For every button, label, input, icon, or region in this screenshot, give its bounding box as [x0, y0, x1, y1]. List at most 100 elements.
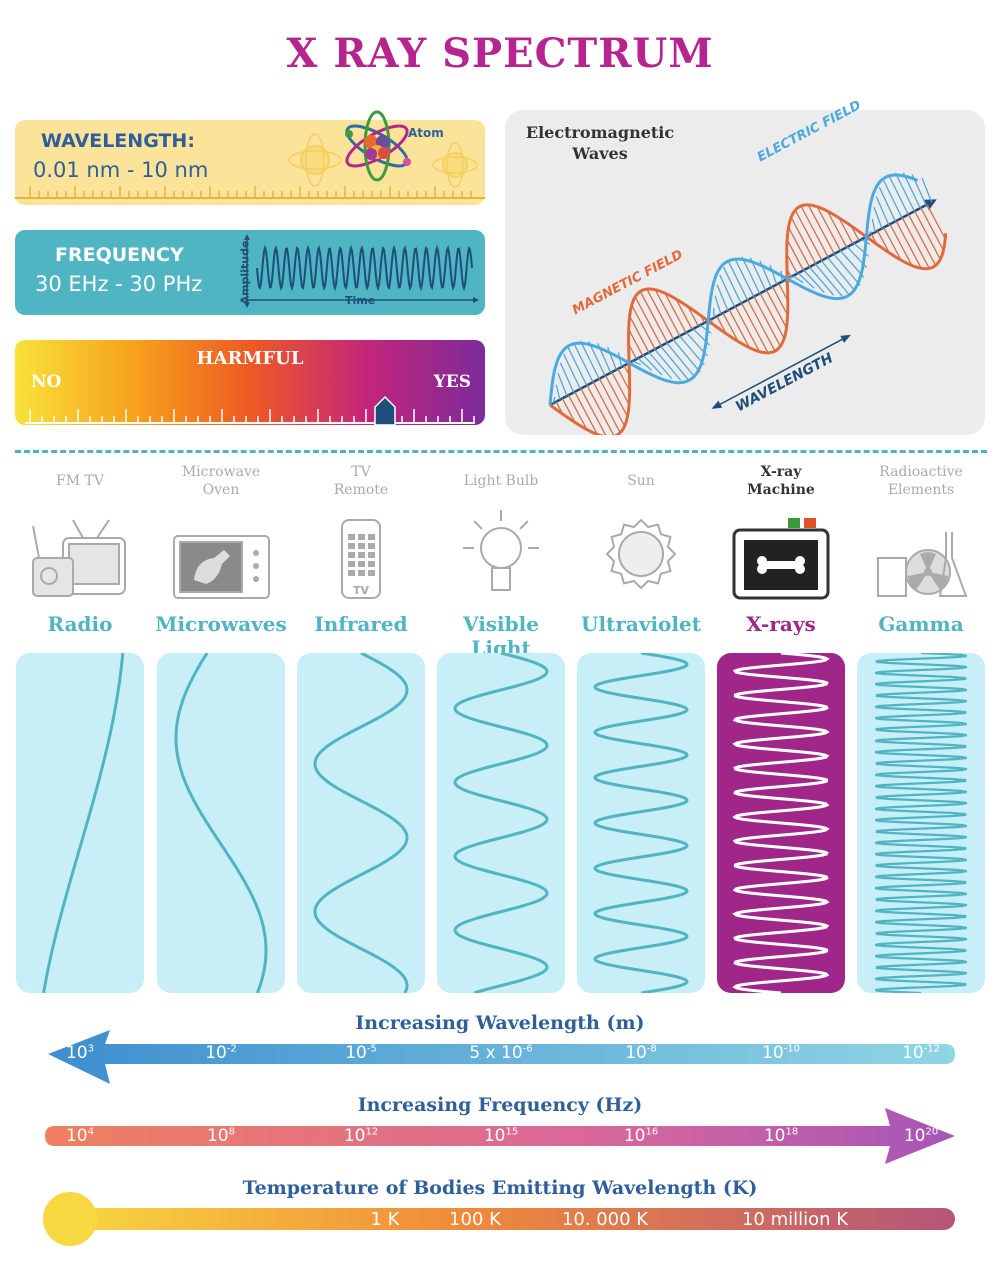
source-label-line2: Remote	[333, 482, 389, 498]
wavelength-tick-base: 10	[902, 1043, 924, 1063]
source-label-1: Microwave Oven	[156, 463, 286, 499]
source-label-line2: Elements	[887, 482, 955, 498]
band-wave-0	[42, 653, 125, 993]
wavelength-tick-exponent: -10	[783, 1043, 800, 1055]
band-wave-box-4	[577, 653, 705, 993]
harmful-no-label: NO	[31, 372, 62, 392]
frequency-tick-base: 10	[903, 1126, 926, 1146]
band-label-0: Radio	[47, 612, 113, 636]
harmful-yes-label: YES	[433, 372, 471, 392]
wavelength-tick-4: 10-8	[591, 1043, 691, 1063]
harmful-scale	[25, 395, 475, 425]
frequency-wave-icon	[244, 234, 479, 308]
frequency-tick-exponent: 20	[925, 1126, 939, 1138]
wavelength-tick-2: 10-5	[311, 1043, 411, 1063]
frequency-tick-0: 104	[30, 1126, 130, 1146]
wavelength-tick-base: 10	[625, 1043, 647, 1063]
source-label-line2: Oven	[202, 482, 240, 498]
band-wave-1	[174, 653, 268, 993]
wavelength-tick-base: 10	[762, 1043, 784, 1063]
source-label-line1: X-ray	[760, 464, 802, 480]
source-label-line1: Radioactive	[879, 464, 963, 480]
radioactive-elements-icon	[877, 532, 968, 597]
frequency-axis-title: Increasing Frequency (Hz)	[357, 1094, 643, 1116]
temperature-tick-0: 1 K	[370, 1209, 400, 1230]
band-wave-3	[453, 653, 549, 993]
frequency-tick-exponent: 15	[505, 1126, 519, 1138]
source-label-5: X-ray Machine	[716, 463, 846, 499]
frequency-tick-base: 10	[343, 1126, 366, 1146]
wavelength-axis-arrow	[48, 1030, 955, 1084]
light-bulb-icon	[463, 510, 539, 591]
frequency-tick-exponent: 16	[645, 1126, 659, 1138]
microwave-oven-icon	[173, 535, 270, 599]
wavelength-tick-3: 5 x 10-6	[451, 1043, 551, 1063]
atom-icon	[345, 110, 411, 182]
frequency-tick-2: 1012	[311, 1126, 411, 1146]
wavelength-label: WAVELENGTH:	[41, 130, 195, 152]
source-label-line1: TV	[351, 464, 371, 480]
frequency-tick-base: 10	[206, 1126, 229, 1146]
harmful-panel: HARMFUL NO YES	[15, 340, 485, 425]
time-axis-label: Time	[345, 294, 376, 307]
em-title-line1: Electromagnetic	[525, 123, 675, 142]
frequency-tick-base: 10	[763, 1126, 786, 1146]
source-label-2: TV Remote	[296, 463, 426, 499]
band-wave-4	[593, 653, 689, 993]
frequency-panel: FREQUENCY 30 EHz - 30 PHz Amplitude Time	[15, 230, 485, 315]
frequency-value: 30 EHz - 30 PHz	[35, 272, 203, 296]
wavelength-tick-base: 5 x 10	[469, 1043, 523, 1063]
amplitude-axis-label: Amplitude	[238, 240, 252, 305]
sun-icon	[605, 518, 677, 590]
band-wave-box-2	[297, 653, 425, 993]
atom-label: Atom	[408, 126, 444, 140]
wavelength-tick-1: 10-2	[171, 1043, 271, 1063]
frequency-tick-exponent: 4	[87, 1126, 94, 1138]
source-label-6: Radioactive Elements	[856, 463, 986, 499]
frequency-tick-exponent: 18	[785, 1126, 799, 1138]
temperature-tick-3: 10 million K	[741, 1209, 849, 1230]
band-label-1: Microwaves	[155, 612, 287, 636]
frequency-tick-base: 10	[483, 1126, 506, 1146]
band-label-6: Gamma	[878, 612, 964, 636]
source-label-line2: Machine	[747, 482, 815, 498]
wavelength-tick-6: 10-12	[871, 1043, 971, 1063]
wavelength-tick-exponent: -12	[923, 1043, 940, 1055]
wavelength-tick-exponent: -5	[366, 1043, 377, 1055]
temperature-tick-2: 10. 000 K	[561, 1209, 649, 1230]
band-wave-box-0	[16, 653, 144, 993]
frequency-axis-arrow	[45, 1108, 955, 1164]
radio-tv-icon	[32, 519, 126, 597]
frequency-tick-3: 1015	[451, 1126, 551, 1146]
source-label-4: Sun	[576, 472, 706, 490]
em-title: Electromagnetic Waves	[515, 122, 685, 164]
band-wave-5	[732, 653, 830, 993]
tv-remote-icon: TV	[341, 519, 381, 599]
wavelength-tick-exponent: 3	[87, 1043, 94, 1055]
source-label-0: FM TV	[15, 472, 145, 490]
frequency-label: FREQUENCY	[55, 244, 184, 266]
band-wave-6	[874, 653, 968, 993]
page-title: X RAY SPECTRUM	[286, 30, 714, 77]
harmful-level-marker	[374, 395, 396, 425]
wavelength-tick-exponent: -6	[522, 1043, 533, 1055]
band-wave-2	[313, 653, 409, 993]
svg-text:TV: TV	[353, 584, 370, 597]
harmful-label: HARMFUL	[196, 348, 304, 369]
temperature-axis-title: Temperature of Bodies Emitting Wavelengt…	[242, 1177, 758, 1199]
frequency-tick-base: 10	[623, 1126, 646, 1146]
wavelength-panel: WAVELENGTH: 0.01 nm - 10 nm Atom	[15, 110, 485, 205]
temperature-axis-bar	[43, 1192, 955, 1246]
band-label-5: X-rays	[746, 612, 816, 636]
wavelength-tick-base: 10	[65, 1043, 88, 1063]
source-label-line1: Light Bulb	[463, 473, 539, 489]
frequency-tick-exponent: 12	[365, 1126, 379, 1138]
em-title-line2: Waves	[572, 144, 628, 163]
source-label-line1: Sun	[627, 473, 655, 489]
frequency-tick-4: 1016	[591, 1126, 691, 1146]
source-label-line1: FM TV	[56, 473, 104, 489]
section-divider	[15, 450, 987, 453]
wavelength-tick-base: 10	[345, 1043, 367, 1063]
temperature-tick-1: 100 K	[449, 1209, 501, 1230]
wavelength-tick-5: 10-10	[731, 1043, 831, 1063]
